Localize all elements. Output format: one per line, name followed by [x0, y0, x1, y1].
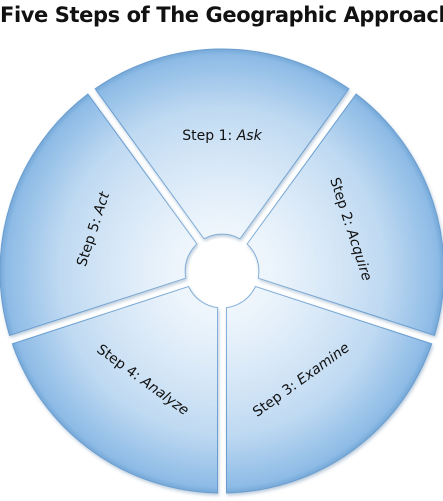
step-name: Act: [91, 190, 114, 218]
segment-highlight: [247, 94, 443, 336]
center-hole: [189, 238, 255, 304]
label-step-1-ask: Step 1: Ask: [182, 128, 262, 144]
segment-highlight: [226, 286, 432, 493]
step-name: Ask: [236, 128, 263, 144]
wheel-segments: [0, 48, 443, 494]
segment-highlight: [12, 286, 218, 493]
diagram-title: Five Steps of The Geographic Approach: [0, 3, 443, 27]
segment-highlight: [95, 49, 349, 239]
segment-highlight: [0, 94, 197, 336]
step-number-prefix: Step 1:: [182, 128, 236, 144]
